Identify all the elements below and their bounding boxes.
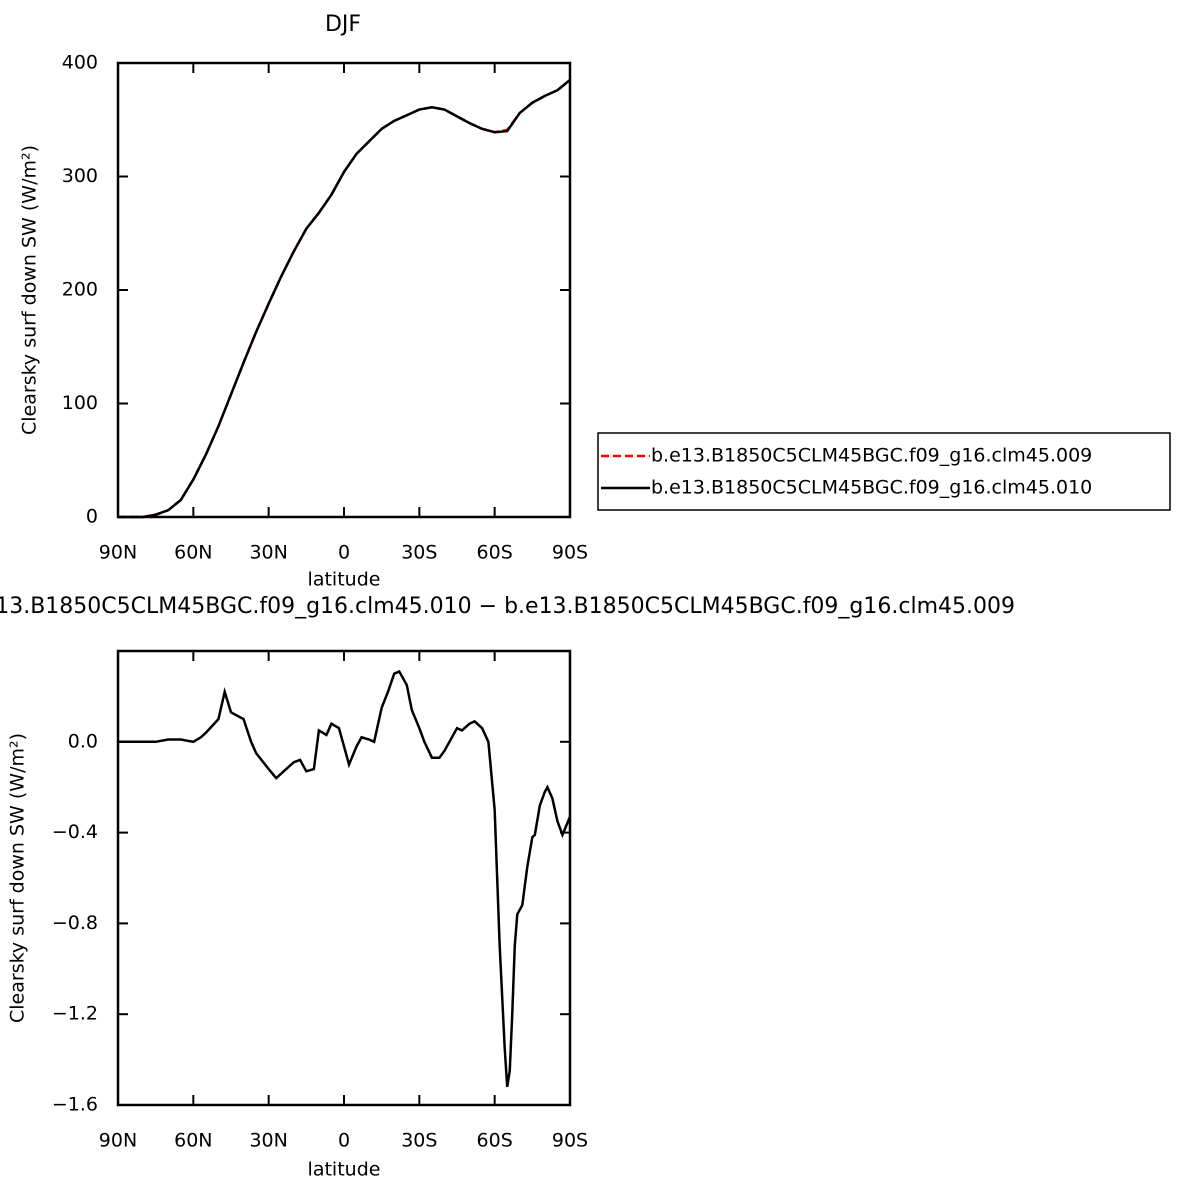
- x-tick-label: 60S: [477, 542, 513, 564]
- x-tick-label: 90N: [99, 542, 137, 564]
- y-tick-label: −1.2: [52, 1003, 98, 1025]
- y-tick-label: 0: [86, 506, 98, 528]
- y-tick-label: 400: [62, 52, 98, 74]
- x-axis-label: latitude: [308, 1159, 381, 1181]
- y-axis-label: Clearsky surf down SW (W/m²): [19, 145, 41, 435]
- x-tick-label: 60S: [477, 1130, 513, 1152]
- x-axis-label: latitude: [308, 569, 381, 591]
- x-tick-label: 90S: [552, 1130, 588, 1152]
- legend-label: b.e13.B1850C5CLM45BGC.f09_g16.clm45.009: [651, 445, 1092, 467]
- y-tick-label: −0.8: [52, 912, 98, 934]
- chart-title: b.e13.B1850C5CLM45BGC.f09_g16.clm45.010 …: [0, 594, 1015, 619]
- data-line: [118, 669, 572, 1088]
- y-tick-label: 300: [62, 165, 98, 187]
- x-tick-label: 30S: [401, 542, 437, 564]
- chart-title: DJF: [325, 12, 361, 37]
- x-tick-label: 90N: [99, 1130, 137, 1152]
- data-line: [118, 79, 571, 519]
- y-tick-label: 100: [62, 392, 98, 414]
- x-tick-label: 60N: [174, 542, 212, 564]
- x-tick-label: 30S: [401, 1130, 437, 1152]
- y-axis-label: Clearsky surf down SW (W/m²): [7, 733, 29, 1023]
- legend-label: b.e13.B1850C5CLM45BGC.f09_g16.clm45.010: [651, 477, 1092, 499]
- plot-frame: [116, 649, 572, 1107]
- y-tick-label: −1.6: [52, 1094, 98, 1116]
- y-tick-label: 200: [62, 279, 98, 301]
- y-tick-label: −0.4: [52, 821, 98, 843]
- x-tick-label: 90S: [552, 542, 588, 564]
- x-tick-label: 60N: [174, 1130, 212, 1152]
- x-tick-label: 30N: [249, 1130, 287, 1152]
- x-tick-label: 0: [338, 1130, 350, 1152]
- x-tick-label: 0: [338, 542, 350, 564]
- legend-box: [597, 432, 1171, 511]
- y-tick-label: 0.0: [68, 730, 98, 752]
- data-line: [118, 79, 571, 519]
- x-tick-label: 30N: [249, 542, 287, 564]
